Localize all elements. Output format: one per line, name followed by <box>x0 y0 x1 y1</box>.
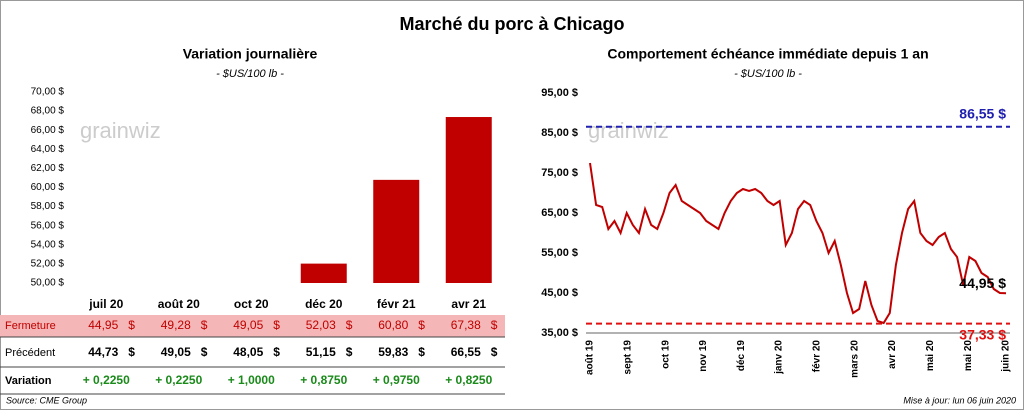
y-tick-label: 68,00 $ <box>31 106 65 117</box>
currency: $ <box>491 345 498 359</box>
cell: 44,95 <box>88 318 118 332</box>
y-tick-label: 56,00 $ <box>31 220 65 231</box>
updated: Mise à jour: lun 06 juin 2020 <box>903 395 1016 405</box>
cell: 49,05 <box>161 345 191 359</box>
y-tick-label: 52,00 $ <box>31 259 65 270</box>
currency: $ <box>273 318 280 332</box>
chart-subtitle: - $US/100 lb - <box>734 68 802 80</box>
bar <box>445 117 492 283</box>
x-tick-label: juil 20 <box>88 297 123 311</box>
y-tick-label: 65,00 $ <box>541 207 578 219</box>
currency: $ <box>418 318 425 332</box>
currency: $ <box>491 318 498 332</box>
main-title: Marché du porc à Chicago <box>399 14 624 34</box>
y-tick-label: 64,00 $ <box>31 144 65 155</box>
cell: 60,80 <box>378 318 408 332</box>
source: Source: CME Group <box>6 395 87 405</box>
currency: $ <box>418 345 425 359</box>
x-tick-label: sept 19 <box>622 340 633 375</box>
x-tick-label: avr 20 <box>887 340 898 369</box>
cell: 52,03 <box>306 318 336 332</box>
x-tick-label: août 20 <box>158 297 200 311</box>
chart-subtitle: - $US/100 lb - <box>216 68 284 80</box>
bar <box>373 179 420 283</box>
watermark: grainwiz <box>588 118 669 143</box>
x-tick-label: mars 20 <box>849 340 860 378</box>
cell: 59,83 <box>378 345 408 359</box>
watermark: grainwiz <box>80 118 161 143</box>
y-tick-label: 70,00 $ <box>31 87 65 98</box>
y-tick-label: 45,00 $ <box>541 287 578 299</box>
x-tick-label: avr 21 <box>451 297 486 311</box>
y-tick-label: 66,00 $ <box>31 125 65 136</box>
y-tick-label: 58,00 $ <box>31 201 65 212</box>
y-tick-label: 85,00 $ <box>541 127 578 139</box>
currency: $ <box>128 318 135 332</box>
row-label: Fermeture <box>5 320 56 332</box>
cell: + 0,8250 <box>445 373 492 387</box>
cell: + 0,2250 <box>83 373 130 387</box>
cell: 66,55 <box>451 345 481 359</box>
cell: + 0,2250 <box>155 373 202 387</box>
currency: $ <box>128 345 135 359</box>
chart-title: Comportement échéance immédiate depuis 1… <box>607 46 928 62</box>
x-tick-label: mai 20 <box>925 340 936 372</box>
x-tick-label: oct 19 <box>660 340 671 369</box>
chart-title: Variation journalière <box>183 46 318 62</box>
y-tick-label: 75,00 $ <box>541 167 578 179</box>
cell: 49,28 <box>161 318 191 332</box>
currency: $ <box>346 345 353 359</box>
cell: + 0,8750 <box>300 373 347 387</box>
currency: $ <box>346 318 353 332</box>
y-tick-label: 95,00 $ <box>541 87 578 99</box>
y-tick-label: 50,00 $ <box>31 278 65 289</box>
y-tick-label: 55,00 $ <box>541 247 578 259</box>
end-label: 44,95 $ <box>959 275 1006 291</box>
reference-label: 86,55 $ <box>959 106 1006 122</box>
currency: $ <box>201 318 208 332</box>
x-tick-label: août 19 <box>585 340 596 375</box>
price-line <box>589 162 1007 325</box>
currency: $ <box>201 345 208 359</box>
x-tick-label: juin 20 <box>1001 340 1012 373</box>
bar <box>300 263 347 283</box>
x-tick-label: janv 20 <box>774 340 785 375</box>
x-tick-label: févr 20 <box>812 340 823 373</box>
y-tick-label: 35,00 $ <box>541 327 578 339</box>
currency: $ <box>273 345 280 359</box>
y-tick-label: 60,00 $ <box>31 182 65 193</box>
x-tick-label: févr 21 <box>377 297 416 311</box>
cell: 44,73 <box>88 345 118 359</box>
row-highlight <box>0 315 505 337</box>
x-tick-label: mai 20 <box>963 340 974 372</box>
x-tick-label: nov 19 <box>698 340 709 372</box>
y-tick-label: 54,00 $ <box>31 239 65 250</box>
cell: 49,05 <box>233 318 263 332</box>
cell: 67,38 <box>451 318 481 332</box>
x-tick-label: déc 20 <box>305 297 343 311</box>
cell: + 0,9750 <box>373 373 420 387</box>
reference-label: 37,33 $ <box>959 326 1006 342</box>
x-tick-label: déc 19 <box>736 340 747 372</box>
x-tick-label: oct 20 <box>234 297 269 311</box>
cell: 51,15 <box>306 345 336 359</box>
row-label: Variation <box>5 375 52 387</box>
cell: + 1,0000 <box>228 373 275 387</box>
row-label: Précédent <box>5 347 55 359</box>
y-tick-label: 62,00 $ <box>31 163 65 174</box>
cell: 48,05 <box>233 345 263 359</box>
